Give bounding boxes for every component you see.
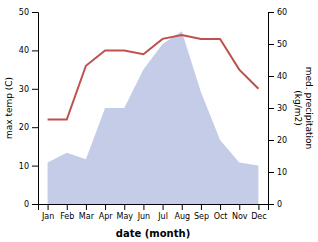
tick: Jul [157,204,168,221]
tick-mark [268,12,274,13]
x-axis: Jan Feb Mar AprMay Jun Jul Aug Sep Oct NovDec [39,204,269,221]
tick: 0 [268,200,282,209]
tick-label: Jul [157,212,168,221]
tick: Dec [251,204,266,221]
tick-mark [124,204,125,210]
line [48,35,259,119]
axis-line [269,13,275,205]
x-axis-title: date (month) [116,228,190,239]
tick: Mar [79,204,95,221]
tick: May [116,204,133,221]
tick-label: 0 [277,200,282,209]
tick-mark [268,108,274,109]
tick: 60 [268,8,287,17]
tick: 10 [19,162,38,171]
tick-label: 10 [19,162,29,171]
plot: Jan Feb Mar AprMay Jun Jul Aug Sep Oct NovDec 0 10 2… [19,8,287,221]
y-axis-title: max temp (C) [4,77,14,139]
tick-mark [86,204,87,210]
tick-label: 40 [19,46,29,55]
tick: 40 [268,72,287,81]
tick: 0 [24,200,38,209]
tick-label: 30 [19,85,29,94]
tick-mark [268,172,274,173]
tick-mark [32,89,38,90]
tick-mark [32,204,38,205]
tick-label: 60 [277,8,287,17]
marks [48,31,259,204]
y2-axis-title-line: med. precipitation [304,67,314,149]
tick: 10 [268,168,287,177]
tick-mark [32,166,38,167]
tick: Feb [60,204,74,221]
tick-mark [48,204,49,210]
tick-mark [239,204,240,210]
tick-mark [268,76,274,77]
tick-label: Mar [79,212,95,221]
tick: 50 [19,8,38,17]
tick-label: 40 [277,72,287,81]
tick: Jun [137,204,151,221]
tick-label: May [116,212,133,221]
tick-label: Jan [41,212,54,221]
tick-mark [32,50,38,51]
tick-label: 20 [277,136,287,145]
tick-label: Oct [214,212,228,221]
tick: 30 [268,104,287,113]
tick: Sep [194,204,209,221]
tick-label: Jun [137,212,151,221]
tick-label: Aug [174,212,190,221]
tick: Apr [99,204,114,221]
tick-mark [258,204,259,210]
tick-mark [32,12,38,13]
tick-label: 20 [19,123,29,132]
tick-mark [32,127,38,128]
tick-label: Dec [251,212,266,221]
tick: 20 [19,123,38,132]
tick-label: 50 [277,40,287,49]
y2-axis: 0 10 20 30 40 50 60 [268,8,287,209]
tick: 40 [19,46,38,55]
tick-mark [105,204,106,210]
tick: Jan [41,204,54,221]
tick-label: 30 [277,104,287,113]
tick-label: Nov [232,212,248,221]
tick-label: Feb [60,212,74,221]
tick: 50 [268,40,287,49]
y2-axis-title-line: (kg/m2) [293,90,303,125]
tick-mark [268,44,274,45]
axis-line [39,205,269,211]
tick: Aug [174,204,190,221]
area [48,31,259,204]
tick-mark [143,204,144,210]
tick-label: Apr [99,212,114,221]
axis-line [32,13,39,205]
tick: 30 [19,85,38,94]
chart: Jan Feb Mar AprMay Jun Jul Aug Sep Oct NovDec 0 10 2… [0,0,318,242]
y-axis: 0 10 20 30 40 50 [19,8,39,209]
tick: Nov [232,204,248,221]
tick-mark [268,204,274,205]
tick-label: Sep [194,212,209,221]
tick-mark [67,204,68,210]
y2-axis-title: med. precipitation(kg/m2) [293,67,314,149]
tick-label: 0 [24,200,29,209]
tick-label: 10 [277,168,287,177]
tick-mark [220,204,221,210]
tick: Oct [214,204,228,221]
tick-label: 50 [19,8,29,17]
tick-mark [268,140,274,141]
tick: 20 [268,136,287,145]
tick-mark [163,204,164,210]
tick-mark [201,204,202,210]
tick-mark [182,204,183,210]
